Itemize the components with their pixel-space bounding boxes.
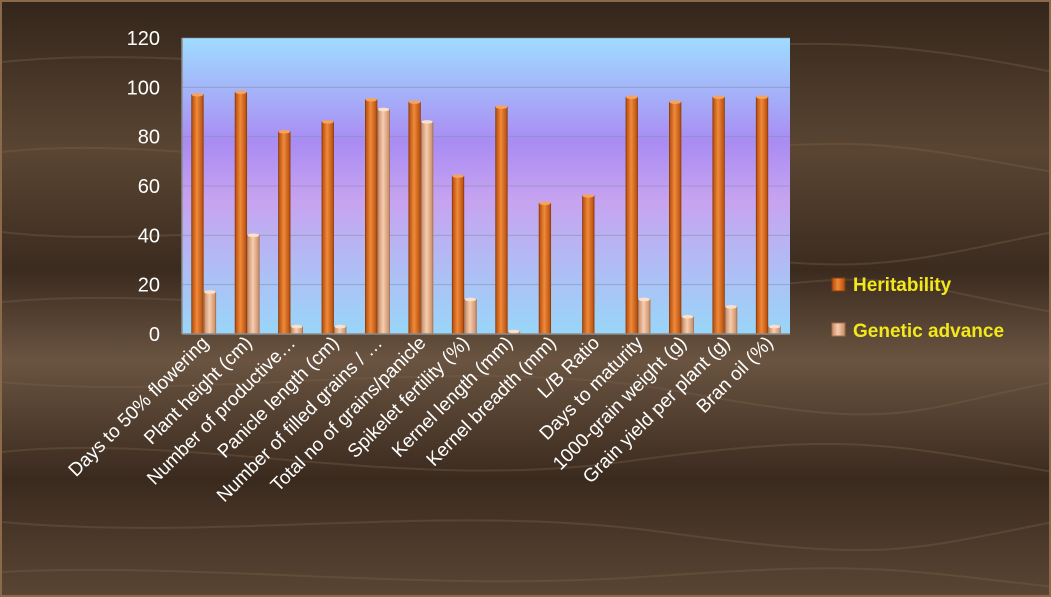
- legend-swatch-heritability: [831, 277, 846, 292]
- legend-item-heritability: Heritability: [831, 275, 952, 296]
- y-tick-label: 0: [149, 324, 160, 346]
- bar-heritability-body: [625, 96, 638, 335]
- bar-genetic-advance-body: [203, 291, 217, 335]
- bar-heritability-body: [365, 99, 378, 335]
- bar-genetic-advance-cap: [464, 297, 477, 302]
- y-tick-label: 60: [138, 176, 160, 198]
- bar-heritability-body: [669, 101, 682, 335]
- bar-heritability: [625, 95, 638, 335]
- bar-heritability: [321, 120, 334, 335]
- bar-genetic-advance: [334, 324, 347, 335]
- bar-heritability-cap: [539, 201, 551, 206]
- legend-item-genetic-advance: Genetic advance: [831, 321, 1004, 342]
- bar-heritability-body: [321, 121, 334, 335]
- bar-genetic-advance-cap: [768, 324, 781, 329]
- bar-heritability-body: [278, 131, 291, 335]
- y-tick-labels: 0 20 40 60 80 100 120: [127, 28, 160, 346]
- bar-genetic-advance-cap: [334, 324, 346, 329]
- y-tick-label: 100: [127, 77, 160, 99]
- bar-heritability-cap: [756, 95, 768, 99]
- bar-heritability-cap: [365, 97, 377, 102]
- bar-heritability: [278, 129, 291, 335]
- bar-genetic-advance: [247, 233, 260, 335]
- bar-genetic-advance: [681, 314, 694, 335]
- bar-heritability: [191, 92, 204, 335]
- bar-heritability: [582, 194, 595, 335]
- bar-genetic-advance-cap: [377, 107, 390, 112]
- bar-heritability-cap: [669, 100, 681, 104]
- bar-genetic-advance-body: [638, 299, 651, 335]
- bar-genetic-advance: [724, 305, 738, 335]
- bar-heritability: [365, 97, 378, 335]
- bar-genetic-advance-cap: [638, 297, 650, 302]
- legend-label-heritability: Heritability: [853, 275, 952, 296]
- bar-genetic-advance: [768, 324, 781, 335]
- y-tick-label: 20: [138, 275, 160, 297]
- y-tick-label: 120: [127, 28, 160, 50]
- bar-genetic-advance-body: [724, 306, 738, 335]
- bar-heritability-body: [538, 202, 552, 335]
- bar-heritability-cap: [626, 95, 638, 99]
- bar-genetic-advance-cap: [421, 120, 433, 124]
- y-tick-label: 80: [138, 127, 160, 149]
- bar-heritability-body: [712, 96, 725, 335]
- bar-heritability-cap: [235, 90, 247, 95]
- bar-heritability: [408, 100, 421, 335]
- bar-genetic-advance: [290, 324, 303, 335]
- bar-genetic-advance-cap: [681, 314, 694, 319]
- bar-genetic-advance-cap: [725, 305, 737, 309]
- bar-heritability: [234, 90, 248, 335]
- bar-heritability-body: [582, 195, 595, 335]
- bar-genetic-advance: [377, 107, 390, 335]
- bar-heritability-cap: [495, 105, 508, 109]
- bar-heritability-cap: [322, 120, 334, 124]
- bar-genetic-advance: [420, 120, 434, 335]
- bar-genetic-advance-cap: [204, 290, 216, 294]
- bar-genetic-advance-cap: [247, 233, 260, 238]
- bar-heritability-cap: [278, 129, 291, 134]
- bar-heritability-cap: [191, 92, 204, 97]
- bar-genetic-advance-body: [681, 316, 694, 335]
- bar-heritability-cap: [582, 194, 595, 198]
- bar-heritability-body: [495, 106, 508, 335]
- bar-heritability: [755, 95, 769, 335]
- bar-genetic-advance: [638, 297, 651, 335]
- bar-genetic-advance: [203, 290, 217, 335]
- bar-genetic-advance-body: [464, 299, 477, 335]
- bar-heritability-cap: [452, 174, 464, 178]
- legend-label-genetic-advance: Genetic advance: [853, 321, 1004, 342]
- bar-genetic-advance-body: [377, 109, 390, 335]
- bar-heritability-cap: [408, 100, 421, 104]
- bar-heritability-body: [408, 101, 421, 335]
- bar-heritability: [451, 174, 465, 335]
- bar-heritability: [538, 201, 552, 335]
- bar-heritability-body: [234, 91, 248, 335]
- bar-genetic-advance-cap: [508, 329, 520, 334]
- bar-genetic-advance: [464, 297, 477, 335]
- bar-genetic-advance-cap: [291, 324, 303, 329]
- bar-genetic-advance-body: [247, 234, 260, 335]
- bar-heritability-cap: [712, 95, 725, 99]
- bar-heritability-body: [755, 96, 769, 335]
- bar-genetic-advance-body: [420, 121, 434, 335]
- bar-heritability-body: [191, 94, 204, 335]
- bar-heritability: [495, 105, 508, 335]
- legend-swatch-genetic-advance: [831, 322, 846, 337]
- bar-heritability-body: [451, 175, 465, 335]
- bar-heritability: [669, 100, 682, 335]
- bar-heritability: [712, 95, 725, 335]
- bars: [191, 90, 781, 335]
- legend: Heritability Genetic advance: [831, 275, 1004, 342]
- y-tick-label: 40: [138, 225, 160, 247]
